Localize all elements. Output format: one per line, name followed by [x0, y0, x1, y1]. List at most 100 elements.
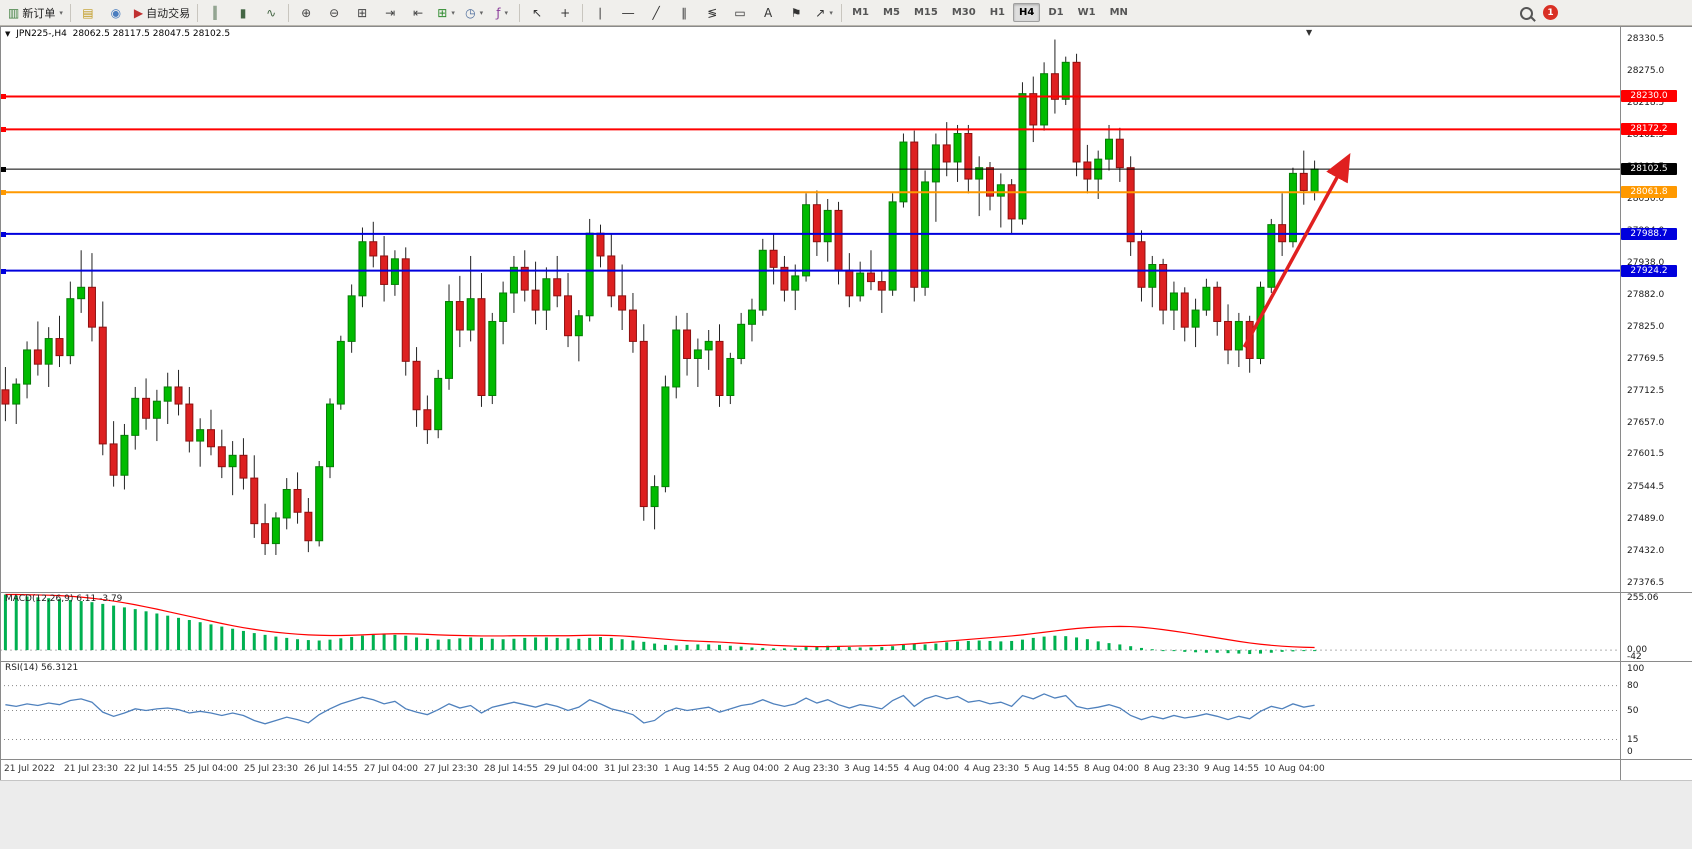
profiles-button[interactable]: ▤ — [74, 2, 102, 24]
price-axis-label: 27601.5 — [1627, 449, 1665, 460]
price-tag-27924.2[interactable]: 27924.2 — [1621, 264, 1677, 277]
candle-up — [975, 167, 984, 180]
timeframe-D1-button[interactable]: D1 — [1048, 7, 1064, 18]
candle-up — [120, 434, 129, 476]
rsi-chart — [0, 685, 1620, 741]
candle-down — [834, 209, 843, 271]
candle-up — [358, 241, 367, 297]
candle-up — [271, 517, 280, 545]
line-chart-button[interactable]: ∿ — [257, 2, 285, 24]
candlestick-chart-button[interactable]: ▮ — [229, 2, 257, 24]
candle-up — [326, 403, 334, 468]
new-chart-icon: ⊞ — [437, 5, 448, 20]
timeframe-M30-button[interactable]: M30 — [951, 7, 976, 18]
timeframe-H4-button[interactable]: H4 — [1013, 3, 1041, 22]
candle-up — [499, 292, 508, 322]
candle-down — [1159, 264, 1168, 311]
new-chart-button[interactable]: ⊞ ▾ — [432, 2, 460, 24]
macd-histogram — [3, 594, 1317, 655]
shapes-button[interactable]: ▭ — [726, 2, 754, 24]
zoom-in-button[interactable]: ⊕ — [292, 2, 320, 24]
notification-badge[interactable]: 1 — [1543, 5, 1558, 20]
time-axis-label: 21 Jul 2022 — [4, 764, 55, 774]
candle-up — [347, 295, 356, 342]
macd-axis-label: 255.06 — [1627, 593, 1659, 603]
candle-down — [986, 167, 994, 197]
candle-down — [98, 326, 107, 445]
chart-shift-marker-icon[interactable]: ▼ — [1306, 28, 1313, 37]
candle-up — [196, 429, 205, 442]
candlestick-chart — [0, 39, 1620, 555]
crosshair-button[interactable]: + — [551, 2, 579, 24]
price-axis-label: 27882.0 — [1627, 289, 1665, 300]
candle-up — [737, 323, 746, 359]
timeframe-M5-button[interactable]: M5 — [883, 7, 900, 18]
price-tag-27988.7[interactable]: 27988.7 — [1621, 227, 1677, 240]
price-tag-28172.2[interactable]: 28172.2 — [1621, 123, 1677, 136]
zoom-out-button[interactable]: ⊖ — [320, 2, 348, 24]
macd-panel: MACD(12,26,9) 6.11 -3.79 255.06 0.00 -42 — [0, 593, 1692, 662]
candle-up — [953, 133, 962, 163]
rsi-panel: RSI(14) 56.3121 100 80 50 15 0 — [0, 662, 1692, 759]
time-axis-label: 26 Jul 14:55 — [304, 764, 358, 774]
timeframe-M15-button[interactable]: M15 — [913, 7, 938, 18]
candle-down — [769, 249, 778, 268]
label-button[interactable]: ⚑ — [782, 2, 810, 24]
price-tag-28102.5[interactable]: 28102.5 — [1621, 163, 1677, 176]
price-axis-label: 28218.5 — [1627, 98, 1665, 109]
candle-down — [607, 255, 616, 297]
search-icon[interactable] — [1520, 7, 1533, 20]
price-axis-label: 28330.5 — [1627, 34, 1665, 45]
horizontal-line-button[interactable]: ― — [614, 2, 642, 24]
candle-down — [423, 409, 432, 431]
candle-down — [261, 523, 270, 545]
candle-down — [596, 232, 605, 257]
price-axis-label: 27769.5 — [1627, 353, 1665, 364]
period-button[interactable]: ◷ ▾ — [460, 2, 488, 24]
candle-down — [55, 338, 64, 357]
candle-up — [1234, 320, 1243, 351]
candle-down — [531, 289, 540, 311]
candle-down — [1224, 320, 1233, 351]
candle-down — [780, 266, 789, 291]
candle-down — [304, 511, 313, 542]
arrows-button[interactable]: ↗ ▾ — [810, 2, 838, 24]
time-axis-label: 8 Aug 04:00 — [1084, 764, 1139, 774]
tile-windows-button[interactable]: ⊞ — [348, 2, 376, 24]
auto-scroll-button[interactable]: ⇥ — [376, 2, 404, 24]
trend-arrow[interactable] — [1242, 152, 1351, 348]
time-axis-label: 25 Jul 23:30 — [244, 764, 298, 774]
channel-button[interactable]: ∥ — [670, 2, 698, 24]
new-order-button[interactable]: ▥ 新订单 ▾ — [4, 2, 67, 24]
zoom-in-icon: ⊕ — [301, 5, 312, 20]
candle-down — [412, 360, 421, 411]
timeframe-H1-button[interactable]: H1 — [989, 7, 1006, 18]
panel-divider[interactable] — [0, 661, 1692, 662]
candle-down — [1050, 73, 1059, 100]
timeframe-MN-button[interactable]: MN — [1109, 7, 1128, 18]
fibonacci-button[interactable]: ≶ — [698, 2, 726, 24]
candle-down — [293, 488, 302, 513]
vertical-line-button[interactable]: ∣ — [586, 2, 614, 24]
indicators-button[interactable]: ƒ ▾ — [488, 2, 516, 24]
timeframe-W1-button[interactable]: W1 — [1077, 7, 1096, 18]
candlestick-chart-icon: ▮ — [239, 5, 247, 20]
auto-trading-button[interactable]: ▶ 自动交易 — [130, 2, 194, 24]
chart-shift-button[interactable]: ⇤ — [404, 2, 432, 24]
trendline-button[interactable]: ╱ — [642, 2, 670, 24]
sep-1 — [69, 3, 71, 22]
panel-divider[interactable] — [0, 592, 1692, 593]
macd-axis-label: -42 — [1627, 652, 1642, 662]
cursor-button[interactable]: ↖ — [523, 2, 551, 24]
auto-trading-icon: ▶ — [133, 5, 144, 20]
time-axis-label: 28 Jul 14:55 — [484, 764, 538, 774]
one-click-trading-arrow-icon[interactable]: ▼ — [5, 30, 11, 38]
bar-chart-button[interactable]: ║ — [201, 2, 229, 24]
candle-down — [401, 258, 410, 362]
market-watch-button[interactable]: ◉ — [102, 2, 130, 24]
text-button[interactable]: A — [754, 2, 782, 24]
timeframe-M1-button[interactable]: M1 — [852, 7, 870, 18]
price-tag-28230.0[interactable]: 28230.0 — [1621, 90, 1677, 103]
price-tag-28061.8[interactable]: 28061.8 — [1621, 186, 1677, 199]
candle-up — [899, 141, 908, 203]
